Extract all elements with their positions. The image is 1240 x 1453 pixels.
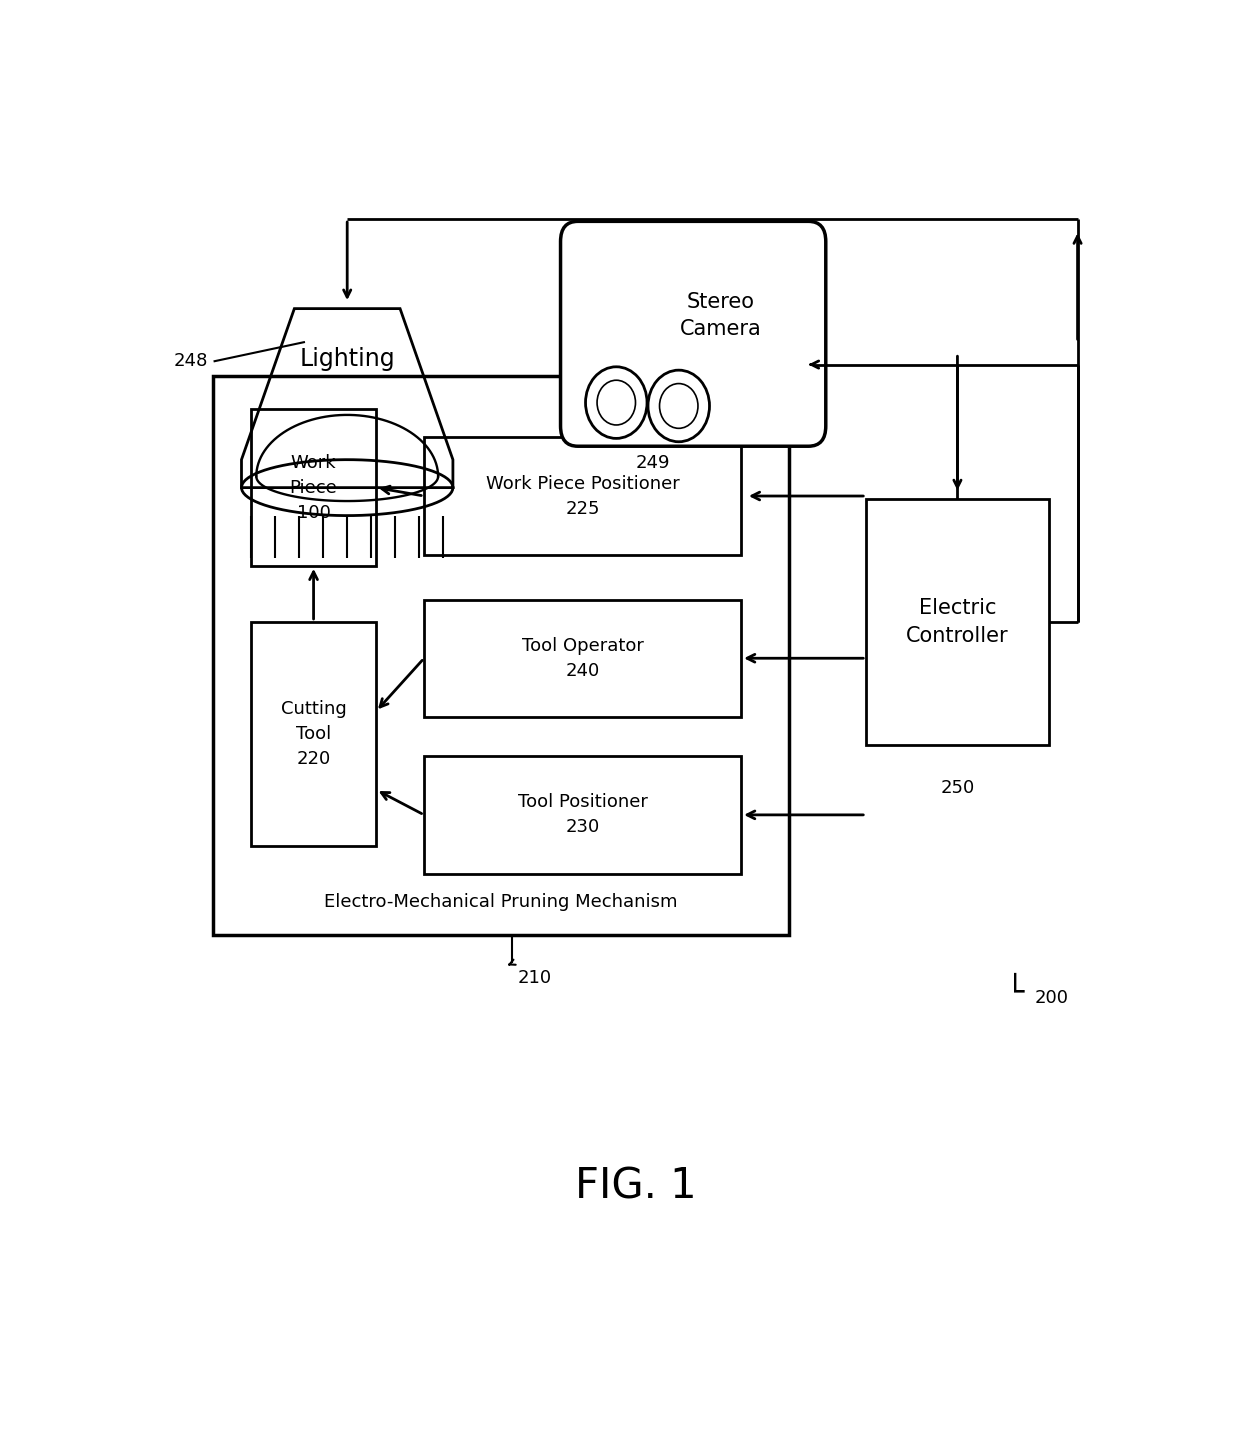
Text: FIG. 1: FIG. 1 (574, 1165, 697, 1207)
Text: Lighting: Lighting (299, 347, 396, 371)
Text: Cutting
Tool
220: Cutting Tool 220 (280, 700, 346, 767)
Text: Electro-Mechanical Pruning Mechanism: Electro-Mechanical Pruning Mechanism (324, 892, 678, 911)
Text: 200: 200 (1034, 989, 1069, 1007)
Text: └: └ (1006, 979, 1024, 1008)
Bar (424, 437, 742, 555)
FancyBboxPatch shape (560, 221, 826, 446)
Bar (250, 410, 376, 565)
Text: Electric
Controller: Electric Controller (906, 597, 1009, 647)
Bar (213, 376, 789, 936)
Bar (250, 622, 376, 846)
Bar (424, 756, 742, 873)
Text: 249: 249 (635, 453, 670, 472)
Text: 250: 250 (940, 779, 975, 796)
Text: 210: 210 (517, 969, 552, 987)
Text: Tool Operator
240: Tool Operator 240 (522, 636, 644, 680)
Bar (424, 600, 742, 716)
Bar (866, 498, 1049, 745)
Text: 248: 248 (174, 352, 208, 371)
Text: Stereo
Camera: Stereo Camera (680, 292, 761, 339)
Text: Work
Piece
100: Work Piece 100 (290, 453, 337, 522)
Text: Work Piece Positioner
225: Work Piece Positioner 225 (486, 475, 680, 517)
Text: Tool Positioner
230: Tool Positioner 230 (518, 793, 647, 837)
